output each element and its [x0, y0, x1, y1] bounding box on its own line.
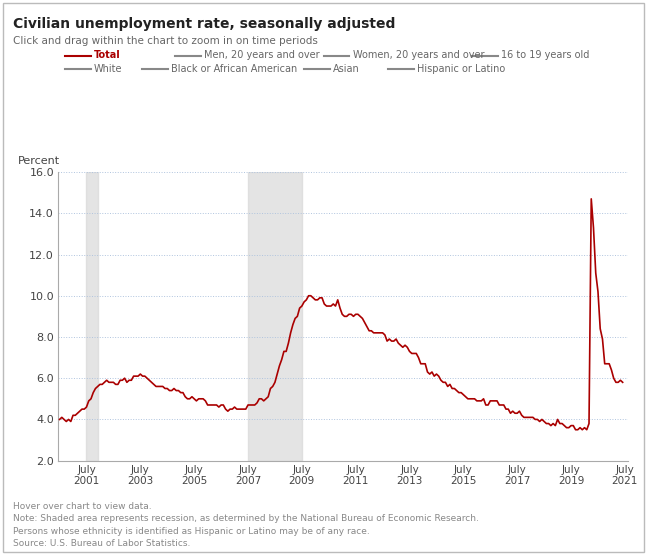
- Text: Women, 20 years and over: Women, 20 years and over: [353, 51, 484, 60]
- Text: White: White: [94, 64, 122, 74]
- Bar: [87, 172, 98, 461]
- Text: Black or African American: Black or African American: [171, 64, 298, 74]
- Text: Hispanic or Latino: Hispanic or Latino: [417, 64, 505, 74]
- Text: 16 to 19 years old: 16 to 19 years old: [501, 51, 590, 60]
- Text: Source: U.S. Bureau of Labor Statistics.: Source: U.S. Bureau of Labor Statistics.: [13, 539, 190, 548]
- Text: Persons whose ethnicity is identified as Hispanic or Latino may be of any race.: Persons whose ethnicity is identified as…: [13, 527, 369, 536]
- Bar: [248, 172, 302, 461]
- Text: Hover over chart to view data.: Hover over chart to view data.: [13, 502, 151, 511]
- Text: Civilian unemployment rate, seasonally adjusted: Civilian unemployment rate, seasonally a…: [13, 17, 395, 31]
- Text: Click and drag within the chart to zoom in on time periods: Click and drag within the chart to zoom …: [13, 36, 318, 46]
- Text: Asian: Asian: [333, 64, 360, 74]
- Text: Percent: Percent: [18, 157, 61, 166]
- Text: Total: Total: [94, 51, 120, 60]
- Text: Note: Shaded area represents recession, as determined by the National Bureau of : Note: Shaded area represents recession, …: [13, 514, 479, 523]
- Text: Men, 20 years and over: Men, 20 years and over: [204, 51, 320, 60]
